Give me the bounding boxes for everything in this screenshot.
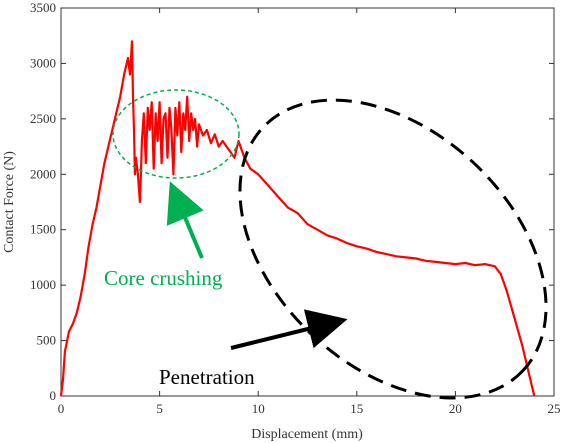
penetration-arrow: [230, 309, 348, 350]
y-axis-title: Contact Force (N): [2, 151, 17, 253]
core-crushing-arrow: [166, 181, 204, 259]
x-axis-title: Displacement (mm): [251, 427, 363, 442]
x-tick-label: 10: [252, 401, 265, 416]
penetration-label: Penetration: [159, 365, 255, 389]
core-crushing-label: Core crushing: [104, 266, 223, 290]
y-tick-label: 2500: [30, 111, 56, 126]
x-tick-label: 0: [58, 401, 65, 416]
y-tick-label: 2000: [30, 166, 56, 181]
x-axis: 0 5 10 15 20 25: [58, 8, 561, 416]
plot-area: [60, 7, 555, 397]
y-tick-label: 3000: [30, 55, 56, 70]
y-tick-label: 1000: [30, 277, 56, 292]
y-axis: 0 500 1000 1500 2000 2500 3000 3500: [30, 0, 554, 403]
x-tick-label: 20: [449, 401, 462, 416]
x-tick-label: 25: [548, 401, 561, 416]
x-tick-label: 5: [156, 401, 163, 416]
x-tick-label: 15: [350, 401, 363, 416]
force-displacement-curve: [59, 40, 536, 397]
y-tick-label: 500: [37, 333, 57, 348]
core-crushing-ellipse: [112, 89, 240, 179]
y-tick-label: 1500: [30, 222, 56, 237]
y-tick-label: 0: [50, 388, 57, 403]
y-tick-label: 3500: [30, 0, 56, 15]
